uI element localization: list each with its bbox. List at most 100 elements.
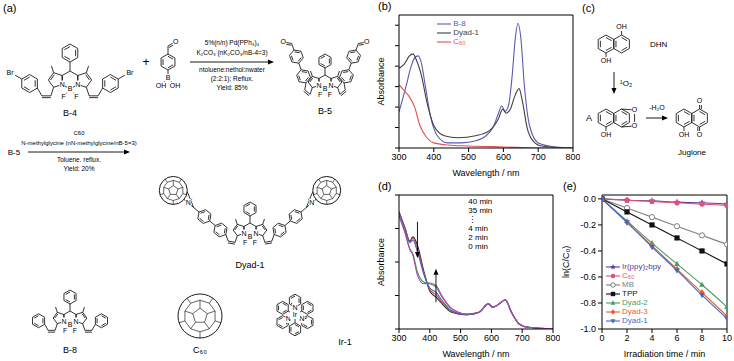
svg-text:¹O₂: ¹O₂ (620, 79, 632, 88)
html-text:35 min: 35 min (468, 206, 493, 215)
svg-text:N: N (61, 318, 66, 325)
svg-text:500: 500 (461, 152, 476, 162)
svg-text:C60: C60 (73, 130, 85, 136)
svg-text:800: 800 (565, 152, 580, 162)
svg-text:F: F (253, 239, 257, 246)
svg-text:Absorbance: Absorbance (376, 57, 386, 105)
svg-text:Wavelength / nm: Wavelength / nm (442, 349, 509, 359)
svg-text:ln(C/C₀): ln(C/C₀) (561, 246, 571, 278)
svg-text:K₂CO₃ (nK₂CO₃/nB-4=3): K₂CO₃ (nK₂CO₃/nB-4=3) (196, 49, 267, 57)
svg-text:-0.8: -0.8 (580, 298, 596, 308)
svg-text:(a): (a) (3, 2, 16, 14)
svg-text:N: N (74, 318, 79, 325)
svg-text:4: 4 (649, 333, 654, 343)
svg-text:800: 800 (545, 333, 560, 343)
svg-text:Dyad-1: Dyad-1 (235, 260, 264, 270)
html-text:40 min: 40 min (468, 197, 493, 206)
svg-text:0.0: 0.0 (583, 194, 596, 204)
svg-text:OH: OH (601, 57, 612, 64)
svg-text:(c): (c) (582, 2, 595, 14)
html-text:Dyad-1: Dyad-1 (453, 28, 480, 37)
svg-text:B: B (68, 85, 73, 92)
svg-text:F: F (328, 91, 332, 98)
svg-text:6: 6 (674, 333, 679, 343)
svg-text:0: 0 (599, 333, 604, 343)
svg-text:N: N (241, 230, 246, 237)
svg-text:600: 600 (496, 152, 511, 162)
svg-text:8: 8 (699, 333, 704, 343)
svg-text:5%(n/n) Pd(PPh₃)₄: 5%(n/n) Pd(PPh₃)₄ (205, 39, 260, 47)
svg-text:600: 600 (484, 333, 499, 343)
svg-text:O: O (697, 97, 703, 104)
svg-text:700: 700 (531, 152, 546, 162)
svg-text:-1.0: -1.0 (580, 324, 596, 334)
svg-text:F: F (243, 239, 247, 246)
svg-text:Wavelength / nm: Wavelength / nm (452, 168, 519, 178)
svg-text:F: F (62, 93, 66, 100)
svg-text:N-methylglycine (nN-methylglyc: N-methylglycine (nN-methylglycine/nB-5=3… (21, 140, 137, 146)
svg-text:N: N (254, 230, 259, 237)
svg-text:OH: OH (601, 131, 612, 138)
svg-text:400: 400 (422, 333, 437, 343)
html-text:4 min: 4 min (468, 224, 488, 233)
html-text:C₆₀: C₆₀ (453, 37, 466, 46)
svg-text:Ir-1: Ir-1 (338, 337, 352, 347)
svg-text:B: B (166, 74, 171, 81)
svg-text:B-8: B-8 (63, 345, 77, 355)
svg-text:OH: OH (156, 82, 167, 89)
svg-text:O: O (173, 38, 179, 45)
svg-text:O: O (364, 38, 370, 45)
svg-text:2: 2 (624, 333, 629, 343)
html-text:(d): (d) (378, 180, 392, 192)
svg-text:Yield: 85%: Yield: 85% (217, 84, 248, 91)
svg-text:O: O (281, 38, 287, 45)
svg-text:DHN: DHN (650, 40, 668, 49)
svg-text:C₆₀: C₆₀ (193, 345, 207, 355)
svg-text:N: N (329, 82, 334, 89)
svg-text:Ir: Ir (293, 311, 298, 318)
svg-text:OH: OH (679, 131, 690, 138)
svg-text:-0.2: -0.2 (580, 220, 596, 230)
svg-text:(2:2:1); Reflux.: (2:2:1); Reflux. (211, 75, 254, 83)
svg-text:N: N (186, 199, 191, 206)
svg-text:Juglone: Juglone (678, 148, 707, 157)
svg-text:O: O (632, 122, 638, 129)
svg-text:A: A (586, 113, 592, 123)
svg-text:Toluene. reflux.: Toluene. reflux. (57, 156, 101, 163)
svg-text:700: 700 (515, 333, 530, 343)
svg-text:Br: Br (7, 69, 15, 76)
svg-text:N: N (316, 82, 321, 89)
html-text:(b): (b) (378, 0, 392, 12)
svg-text:Irradiation time / min: Irradiation time / min (624, 349, 706, 359)
svg-text:O: O (697, 131, 703, 138)
svg-text:Br: Br (126, 69, 134, 76)
svg-text:N: N (292, 304, 297, 311)
svg-text:F: F (63, 327, 67, 334)
svg-text:300: 300 (391, 152, 406, 162)
svg-text:N: N (60, 81, 65, 88)
svg-text:B-5: B-5 (8, 148, 21, 157)
svg-text:N: N (75, 81, 80, 88)
svg-text:+: + (142, 55, 149, 69)
svg-text:300: 300 (391, 333, 406, 343)
svg-text:O: O (632, 106, 638, 113)
svg-text:Yield: 20%: Yield: 20% (64, 165, 95, 172)
svg-text:10: 10 (722, 333, 732, 343)
svg-text:-0.6: -0.6 (580, 272, 596, 282)
html-text:(e): (e) (563, 180, 577, 192)
svg-text:OH: OH (170, 82, 181, 89)
svg-text:F: F (318, 91, 322, 98)
svg-text:-0.4: -0.4 (580, 246, 596, 256)
svg-text:N: N (309, 199, 314, 206)
svg-text:F: F (74, 93, 78, 100)
svg-text:Absorbance: Absorbance (376, 238, 386, 286)
svg-text:F: F (73, 327, 77, 334)
svg-text:B-5: B-5 (318, 106, 332, 116)
svg-text:400: 400 (426, 152, 441, 162)
svg-text:OH: OH (616, 23, 627, 30)
html-text:B-8: B-8 (453, 19, 466, 28)
svg-text:B-4: B-4 (63, 108, 77, 118)
svg-text:ntoluene:nethol:nwater: ntoluene:nethol:nwater (199, 66, 266, 73)
svg-text:500: 500 (453, 333, 468, 343)
svg-text:-H₂O: -H₂O (649, 104, 665, 111)
